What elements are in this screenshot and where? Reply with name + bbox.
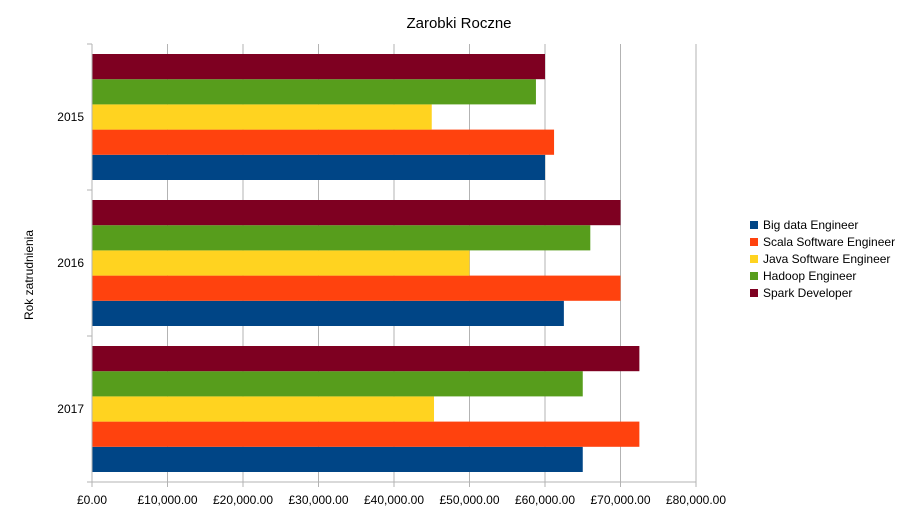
axes	[87, 43, 697, 487]
bar-hadoop-engineer-2015	[92, 79, 536, 105]
x-tick-label: £60,000.00	[515, 493, 575, 507]
legend-swatch	[750, 289, 758, 297]
x-tick-label: £10,000.00	[137, 493, 197, 507]
legend-swatch	[750, 272, 758, 280]
legend-swatch	[750, 238, 758, 246]
x-tick-label: £0.00	[77, 493, 107, 507]
legend-swatch	[750, 221, 758, 229]
bar-java-software-engineer-2017	[92, 396, 435, 422]
bar-java-software-engineer-2016	[92, 250, 470, 276]
bar-spark-developer-2016	[92, 200, 621, 226]
y-tick-label: 2015	[57, 110, 84, 124]
x-tick-label: £30,000.00	[288, 493, 348, 507]
bar-spark-developer-2017	[92, 346, 640, 372]
y-tick-labels: 2015 2016 2017	[57, 110, 84, 416]
legend-label: Java Software Engineer	[763, 252, 890, 266]
legend-label: Hadoop Engineer	[763, 269, 856, 283]
x-tick-label: £50,000.00	[439, 493, 499, 507]
bars	[92, 54, 640, 472]
chart-title: Zarobki Roczne	[406, 15, 511, 32]
bar-scala-software-engineer-2016	[92, 275, 621, 301]
legend-label: Scala Software Engineer	[763, 235, 895, 249]
bar-hadoop-engineer-2016	[92, 225, 591, 251]
x-tick-label: £40,000.00	[364, 493, 424, 507]
x-tick-label: £80,000.00	[666, 493, 726, 507]
bar-hadoop-engineer-2017	[92, 371, 583, 397]
y-tick-label: 2016	[57, 256, 84, 270]
bar-java-software-engineer-2015	[92, 104, 432, 130]
legend-label: Big data Engineer	[763, 218, 858, 232]
bar-scala-software-engineer-2015	[92, 129, 555, 155]
x-tick-label: £70,000.00	[590, 493, 650, 507]
legend-swatch	[750, 255, 758, 263]
x-tick-label: £20,000.00	[213, 493, 273, 507]
y-axis-title: Rok zatrudnienia	[22, 230, 36, 320]
bar-big-data-engineer-2016	[92, 300, 564, 326]
bar-scala-software-engineer-2017	[92, 421, 640, 447]
bar-spark-developer-2015	[92, 54, 545, 80]
bar-big-data-engineer-2017	[92, 446, 583, 472]
legend: Big data Engineer Scala Software Engineer…	[750, 218, 895, 300]
y-tick-label: 2017	[57, 402, 84, 416]
x-tick-labels: £0.00 £10,000.00 £20,000.00 £30,000.00 £40,0…	[77, 493, 726, 507]
bar-big-data-engineer-2015	[92, 154, 545, 180]
legend-label: Spark Developer	[763, 286, 852, 300]
